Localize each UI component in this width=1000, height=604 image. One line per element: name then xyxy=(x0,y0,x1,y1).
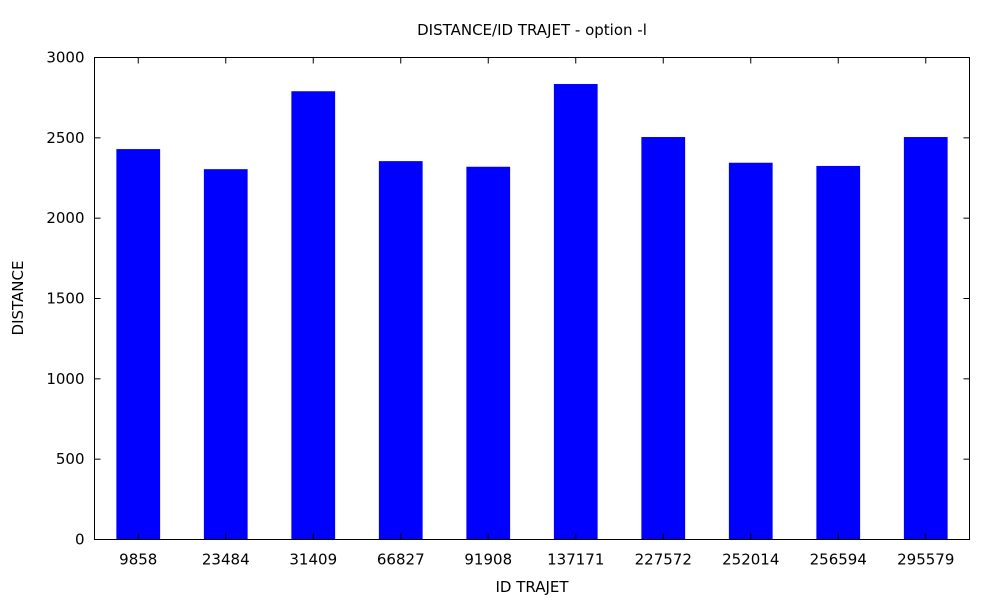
x-tick-label: 9858 xyxy=(119,551,157,569)
x-tick-label: 31409 xyxy=(289,551,337,569)
x-axis: 9858 23484 31409 66827 91908 137171 227572 2520… xyxy=(119,57,954,569)
x-tick-label: 227572 xyxy=(635,551,692,569)
bar-252014 xyxy=(728,162,773,540)
x-tick-label: 137171 xyxy=(547,551,604,569)
x-tick-label: 66827 xyxy=(377,551,425,569)
y-tick-label: 3000 xyxy=(46,49,84,67)
bar-227572 xyxy=(641,137,686,540)
bar-9858 xyxy=(116,149,161,540)
x-tick-label: 23484 xyxy=(202,551,250,569)
y-axis: 0 500 1000 1500 2000 2500 3000 xyxy=(46,49,970,549)
y-tick-label: 0 xyxy=(75,531,85,549)
bar-66827 xyxy=(378,161,423,540)
bar-23484 xyxy=(203,169,248,540)
x-axis-label: ID TRAJET xyxy=(495,578,569,596)
y-tick-label: 1000 xyxy=(46,370,84,388)
bar-group xyxy=(116,84,948,540)
y-tick-label: 500 xyxy=(56,450,85,468)
y-tick-label: 1500 xyxy=(46,290,84,308)
x-tick-label: 256594 xyxy=(810,551,867,569)
bar-256594 xyxy=(816,165,861,540)
chart-title: DISTANCE/ID TRAJET - option -l xyxy=(417,21,647,39)
y-axis-label: DISTANCE xyxy=(9,261,27,336)
bar-295579 xyxy=(903,137,948,540)
y-tick-label: 2000 xyxy=(46,209,84,227)
bar-91908 xyxy=(466,166,511,540)
bar-137171 xyxy=(553,84,598,540)
bar-31409 xyxy=(291,91,336,540)
x-tick-label: 252014 xyxy=(722,551,779,569)
x-tick-label: 91908 xyxy=(464,551,512,569)
y-tick-label: 2500 xyxy=(46,129,84,147)
x-tick-label: 295579 xyxy=(897,551,954,569)
